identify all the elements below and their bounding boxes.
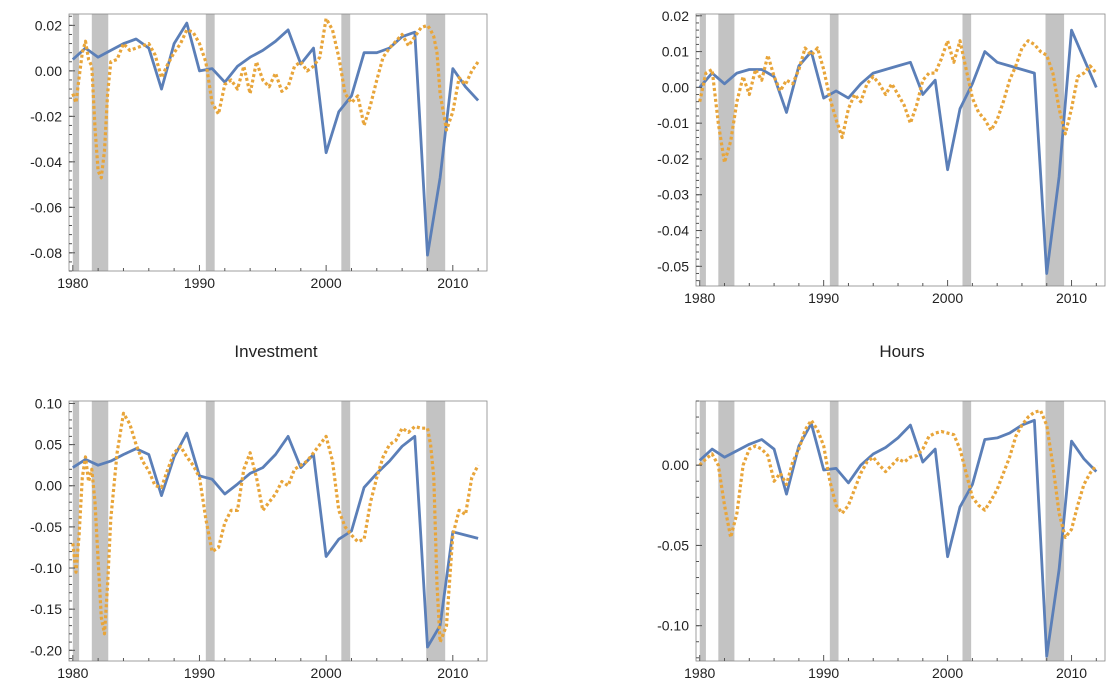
recession-band — [962, 14, 972, 286]
recession-band — [1045, 14, 1065, 286]
y-tick-label: 0.10 — [35, 395, 62, 411]
panel-title-hours: Hours — [879, 342, 924, 361]
recession-band — [426, 401, 446, 661]
y-tick-label: -0.04 — [30, 154, 62, 170]
y-tick-label: -0.02 — [30, 108, 62, 124]
series-solid-line — [698, 28, 1098, 275]
series-dotted-line — [698, 409, 1098, 540]
x-tick-label: 2000 — [932, 290, 963, 306]
x-tick-label: 2010 — [1056, 665, 1087, 681]
series-solid-line — [698, 418, 1098, 658]
recession-band — [829, 401, 839, 661]
y-tick-label: 0.00 — [662, 457, 689, 473]
y-tick-label: 0.02 — [35, 17, 62, 33]
y-tick-label: 0.01 — [662, 44, 689, 60]
y-tick-label: -0.06 — [30, 199, 62, 215]
plot-frame — [695, 13, 1106, 287]
x-tick-label: 2010 — [437, 665, 468, 681]
recession-band — [91, 14, 109, 271]
x-tick-label: 1990 — [808, 290, 839, 306]
x-tick-label: 2010 — [437, 275, 468, 291]
panel-bottom-right: 0.00 -0.05 -0.10 1980 1990 2000 2010 — [657, 400, 1106, 681]
y-tick-label: -0.10 — [30, 560, 62, 576]
x-tick-label: 2010 — [1056, 290, 1087, 306]
panel-top-left: 0.02 0.00 -0.02 -0.04 -0.06 -0.08 1980 1990 2000… — [30, 13, 488, 291]
x-tick-label: 1980 — [57, 275, 88, 291]
y-tick-label: -0.08 — [30, 245, 62, 261]
plot-area — [698, 409, 1098, 658]
recession-band — [72, 14, 80, 271]
plot-area — [71, 411, 480, 649]
panel-bottom-left: 0.10 0.05 0.00 -0.05 -0.10 -0.15 -0.20 1980 1990… — [30, 395, 488, 681]
recession-band — [699, 14, 706, 286]
x-tick-label: 1980 — [57, 665, 88, 681]
recession-band — [962, 401, 972, 661]
plot-area — [698, 28, 1098, 275]
y-tick-label: -0.04 — [657, 223, 689, 239]
recession-band — [341, 14, 351, 271]
recession-band — [1045, 401, 1065, 661]
recession-band — [829, 14, 839, 286]
y-tick-label: -0.02 — [657, 151, 689, 167]
series-dotted-line — [71, 16, 480, 180]
x-tick-label: 1990 — [184, 665, 215, 681]
y-tick-label: 0.05 — [35, 437, 62, 453]
plot-frame — [68, 13, 488, 272]
x-tick-label: 2000 — [932, 665, 963, 681]
recession-band — [205, 401, 215, 661]
plot-area — [71, 16, 480, 257]
y-tick-label: -0.05 — [30, 519, 62, 535]
y-tick-label: -0.10 — [657, 618, 689, 634]
y-tick-label: -0.03 — [657, 187, 689, 203]
x-tick-label: 1980 — [684, 665, 715, 681]
x-tick-label: 2000 — [311, 275, 342, 291]
x-tick-label: 1990 — [808, 665, 839, 681]
recession-band — [699, 401, 706, 661]
series-dotted-line — [71, 411, 480, 644]
y-tick-label: 0.00 — [35, 63, 62, 79]
panel-title-investment: Investment — [234, 342, 317, 361]
recession-band — [718, 14, 735, 286]
x-tick-label: 1980 — [684, 290, 715, 306]
series-dotted-line — [698, 39, 1098, 165]
plot-frame — [68, 400, 488, 662]
y-tick-label: -0.15 — [30, 601, 62, 617]
recession-band — [205, 14, 215, 271]
y-tick-label: 0.00 — [662, 79, 689, 95]
y-tick-label: 0.02 — [662, 8, 689, 24]
recession-band — [91, 401, 109, 661]
y-tick-label: 0.00 — [35, 478, 62, 494]
x-tick-label: 1990 — [184, 275, 215, 291]
recession-band — [72, 401, 80, 661]
y-tick-label: -0.20 — [30, 642, 62, 658]
series-solid-line — [71, 21, 480, 257]
panel-top-right: 0.02 0.01 0.00 -0.01 -0.02 -0.03 -0.04 -0.05 198… — [657, 8, 1106, 306]
y-tick-label: -0.05 — [657, 537, 689, 553]
recession-band — [718, 401, 735, 661]
recession-band — [426, 14, 446, 271]
series-solid-line — [72, 431, 479, 649]
y-tick-label: -0.01 — [657, 115, 689, 131]
y-tick-label: -0.05 — [657, 258, 689, 274]
recession-band — [341, 401, 351, 661]
plot-frame — [695, 400, 1106, 662]
x-tick-label: 2000 — [311, 665, 342, 681]
